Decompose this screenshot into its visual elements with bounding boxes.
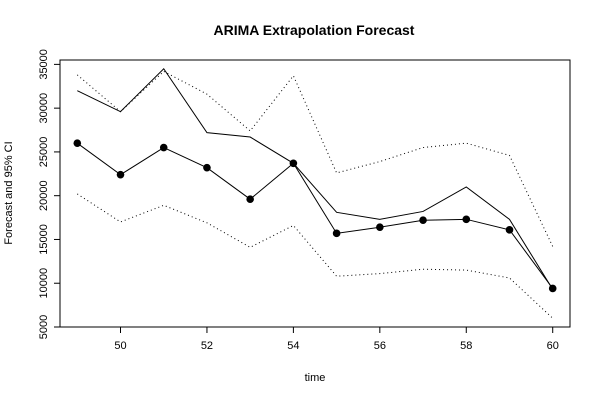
forecast-point-55: [332, 229, 341, 238]
x-tick-label-50: 50: [114, 340, 126, 352]
x-tick-label-58: 58: [460, 340, 472, 352]
x-axis: 50 52 54 56 58 60: [114, 327, 559, 352]
series-layer: [73, 67, 557, 319]
actual-line: [77, 67, 554, 290]
y-tick-label-20000: 20000: [38, 180, 50, 211]
y-tick-label-15000: 15000: [38, 224, 50, 255]
y-tick-label-10000: 10000: [38, 268, 50, 299]
forecast-point-59: [505, 226, 514, 234]
forecast-point-60: [548, 284, 557, 293]
forecast-point-53: [246, 195, 254, 203]
y-tick-label-25000: 25000: [38, 137, 50, 168]
forecast-point-49: [73, 139, 82, 147]
forecast-point-57: [419, 216, 427, 224]
y-tick-label-35000: 35000: [38, 49, 50, 80]
x-tick-label-54: 54: [287, 340, 299, 352]
forecast-point-56: [376, 223, 384, 232]
forecast-point-58: [462, 215, 471, 224]
y-axis-label: Forecast and 95% CI: [3, 141, 15, 244]
upper-95-line: [76, 70, 554, 247]
y-tick-label-5000: 5000: [38, 315, 50, 339]
forecast-line: [76, 142, 554, 289]
forecast-point-50: [116, 170, 125, 179]
y-tick-label-30000: 30000: [38, 93, 50, 124]
forecast-point-54: [289, 159, 298, 168]
x-tick-label-60: 60: [547, 340, 559, 352]
forecast-point-51: [159, 143, 168, 152]
x-tick-label-52: 52: [201, 340, 213, 352]
chart-title: ARIMA Extrapolation Forecast: [214, 22, 415, 38]
x-axis-label: time: [305, 372, 326, 384]
plot-frame: [59, 59, 571, 328]
lower-95-line: [77, 193, 554, 319]
y-axis: 5000 10000 15000 20000 25000 30000 35000: [38, 49, 60, 339]
forecast-point-52: [203, 163, 211, 172]
x-tick-label-56: 56: [374, 340, 386, 352]
